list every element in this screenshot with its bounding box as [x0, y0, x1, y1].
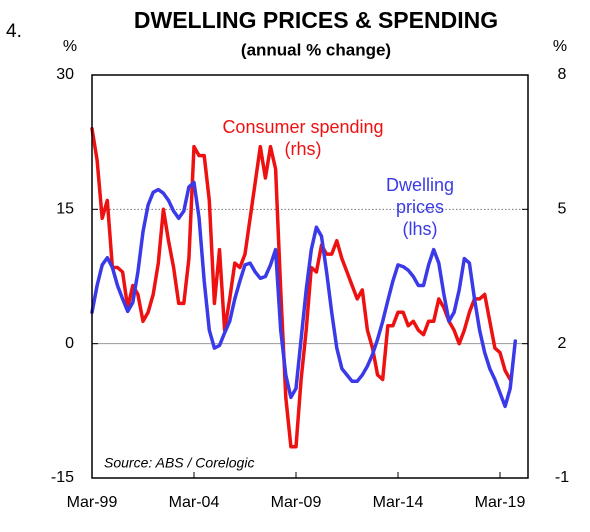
y-tick-label: 30 [56, 66, 74, 83]
series-line [90, 126, 512, 449]
y-tick-label: 0 [65, 335, 74, 352]
y2-tick-label: 2 [558, 335, 567, 352]
y2-tick-label: -1 [555, 469, 569, 486]
series-annotation-line: Dwelling [386, 175, 454, 195]
y2-tick-label: 8 [558, 66, 567, 83]
series-annotation-line: prices [396, 197, 444, 217]
chart-title: DWELLING PRICES & SPENDING [134, 7, 498, 33]
y2-axis-unit: % [553, 38, 567, 55]
x-tick-label: Mar-14 [373, 494, 424, 511]
series-annotation-line: (rhs) [285, 139, 322, 159]
y-tick-label: 15 [56, 201, 74, 218]
x-tick-label: Mar-19 [475, 494, 526, 511]
series-annotation-line: (lhs) [403, 219, 438, 239]
x-tick-label: Mar-09 [271, 494, 322, 511]
series-annotation: Consumer spending(rhs) [222, 117, 383, 159]
chart-subtitle: (annual % change) [241, 40, 391, 59]
x-tick-label: Mar-04 [169, 494, 220, 511]
y-axis-unit: % [63, 38, 77, 55]
series-annotation-line: Consumer spending [222, 117, 383, 137]
y-tick-label: -15 [51, 469, 74, 486]
plot-frame [91, 74, 529, 479]
series-line [90, 180, 518, 409]
source-note: Source: ABS / Corelogic [104, 455, 254, 471]
x-tick-label: Mar-99 [67, 494, 118, 511]
y2-tick-label: 5 [558, 201, 567, 218]
chart-number: 4. [6, 21, 22, 42]
